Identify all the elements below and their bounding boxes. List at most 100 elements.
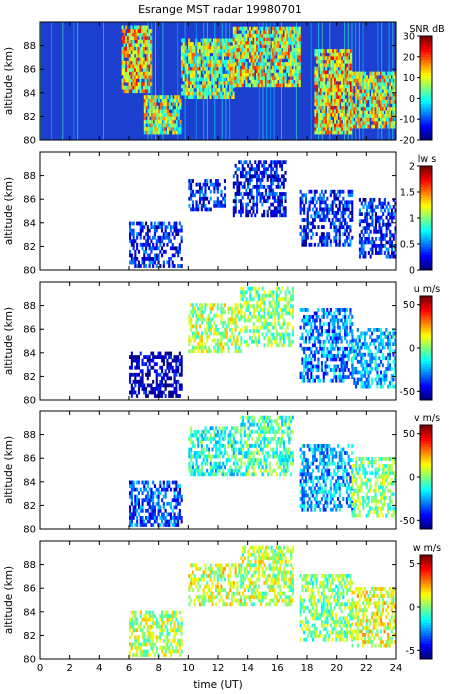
data-cell: [266, 55, 269, 59]
data-cell: [207, 186, 210, 190]
colorbar-step: [420, 387, 432, 390]
data-cell: [254, 167, 257, 172]
data-cell: [310, 214, 313, 219]
data-cell: [232, 206, 235, 211]
data-cell: [333, 318, 336, 323]
data-cell: [385, 222, 388, 227]
data-cell: [331, 346, 334, 351]
data-cell: [293, 26, 296, 31]
data-cell: [304, 225, 307, 229]
data-cell: [330, 81, 333, 85]
data-cell: [277, 48, 280, 52]
data-cell: [227, 52, 230, 57]
data-cell: [199, 345, 202, 350]
data-cell: [135, 60, 138, 65]
data-cell: [150, 57, 153, 62]
data-cell: [362, 331, 365, 336]
data-cell: [282, 192, 285, 196]
data-cell: [341, 95, 344, 99]
data-cell: [121, 50, 124, 55]
data-cell: [146, 358, 149, 363]
data-cell: [155, 264, 158, 268]
data-cell: [374, 247, 377, 252]
data-cell: [132, 32, 135, 37]
data-cell: [234, 48, 237, 52]
data-cell: [141, 71, 144, 76]
data-cell: [130, 351, 133, 356]
data-cell: [243, 174, 246, 179]
data-cell: [241, 48, 244, 52]
data-cell: [351, 218, 354, 222]
data-cell: [123, 64, 126, 69]
data-cell: [259, 300, 262, 305]
data-cell: [288, 40, 291, 45]
data-cell: [313, 218, 316, 222]
data-cell: [350, 52, 353, 57]
data-cell: [268, 62, 271, 66]
data-cell: [275, 336, 278, 341]
data-cell: [333, 200, 336, 205]
colorbar-step: [420, 374, 432, 377]
data-cell: [360, 110, 363, 115]
data-cell: [335, 364, 338, 369]
data-cell: [256, 76, 259, 81]
data-cell: [289, 37, 292, 42]
data-cell: [342, 315, 345, 319]
data-cell: [331, 322, 334, 326]
data-cell: [139, 32, 142, 37]
data-cell: [261, 65, 264, 70]
data-cell: [245, 304, 248, 309]
data-cell: [329, 336, 332, 341]
data-cell: [195, 200, 198, 205]
data-cell: [274, 325, 277, 330]
data-cell: [335, 368, 338, 372]
data-cell: [288, 48, 291, 52]
data-cell: [328, 332, 331, 337]
data-cell: [392, 121, 395, 125]
data-cell: [344, 211, 347, 215]
data-cell: [330, 105, 333, 110]
data-cell: [389, 254, 392, 259]
data-cell: [378, 103, 381, 108]
data-cell: [195, 310, 198, 315]
data-cell: [334, 130, 337, 135]
data-cell: [171, 264, 174, 268]
data-cell: [337, 332, 340, 337]
data-cell: [369, 247, 372, 252]
data-cell: [126, 64, 129, 69]
data-cell: [283, 308, 286, 312]
data-cell: [364, 103, 367, 108]
data-cell: [270, 51, 273, 56]
data-cell: [308, 346, 311, 351]
data-cell: [240, 69, 243, 73]
data-cell: [215, 186, 218, 190]
data-cell: [331, 357, 334, 362]
data-cell: [272, 26, 275, 31]
colorbar-step: [420, 316, 432, 320]
data-cell: [332, 63, 335, 68]
data-cell: [362, 247, 365, 252]
data-cell: [265, 322, 268, 326]
data-cell: [254, 37, 257, 42]
data-cell: [213, 189, 216, 194]
data-cell: [168, 116, 171, 121]
data-cell: [360, 92, 363, 97]
data-cell: [152, 365, 155, 370]
data-cell: [129, 249, 132, 254]
data-cell: [252, 51, 255, 56]
data-cell: [282, 44, 285, 49]
data-cell: [313, 364, 316, 369]
data-cell: [175, 221, 178, 226]
data-cell: [270, 311, 273, 316]
colorbar-step: [420, 215, 432, 219]
data-cell: [385, 75, 388, 79]
data-cell: [380, 331, 383, 336]
data-cell: [320, 354, 323, 358]
data-cell: [236, 58, 239, 63]
data-cell: [284, 290, 287, 295]
data-cell: [306, 346, 309, 351]
data-cell: [378, 374, 381, 378]
data-cell: [316, 123, 319, 128]
data-cell: [221, 42, 224, 46]
data-cell: [366, 237, 369, 241]
